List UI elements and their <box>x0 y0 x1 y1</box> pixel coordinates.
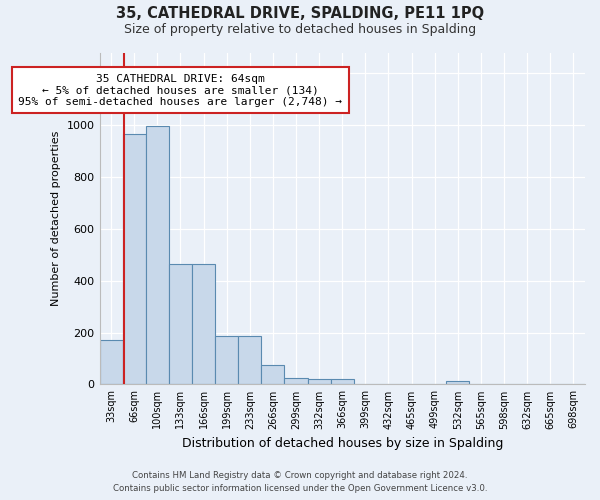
Bar <box>122 134 146 384</box>
Bar <box>284 378 308 384</box>
Bar <box>192 264 215 384</box>
Bar <box>262 365 284 384</box>
X-axis label: Distribution of detached houses by size in Spalding: Distribution of detached houses by size … <box>182 437 503 450</box>
Bar <box>146 126 169 384</box>
Bar <box>446 382 469 384</box>
Bar <box>308 379 331 384</box>
Bar <box>331 379 354 384</box>
Text: 35, CATHEDRAL DRIVE, SPALDING, PE11 1PQ: 35, CATHEDRAL DRIVE, SPALDING, PE11 1PQ <box>116 6 484 20</box>
Bar <box>215 336 238 384</box>
Text: Size of property relative to detached houses in Spalding: Size of property relative to detached ho… <box>124 22 476 36</box>
Bar <box>100 340 122 384</box>
Y-axis label: Number of detached properties: Number of detached properties <box>51 131 61 306</box>
Bar <box>169 264 192 384</box>
Bar <box>238 336 262 384</box>
Text: 35 CATHEDRAL DRIVE: 64sqm
← 5% of detached houses are smaller (134)
95% of semi-: 35 CATHEDRAL DRIVE: 64sqm ← 5% of detach… <box>19 74 343 106</box>
Text: Contains HM Land Registry data © Crown copyright and database right 2024.
Contai: Contains HM Land Registry data © Crown c… <box>113 472 487 493</box>
